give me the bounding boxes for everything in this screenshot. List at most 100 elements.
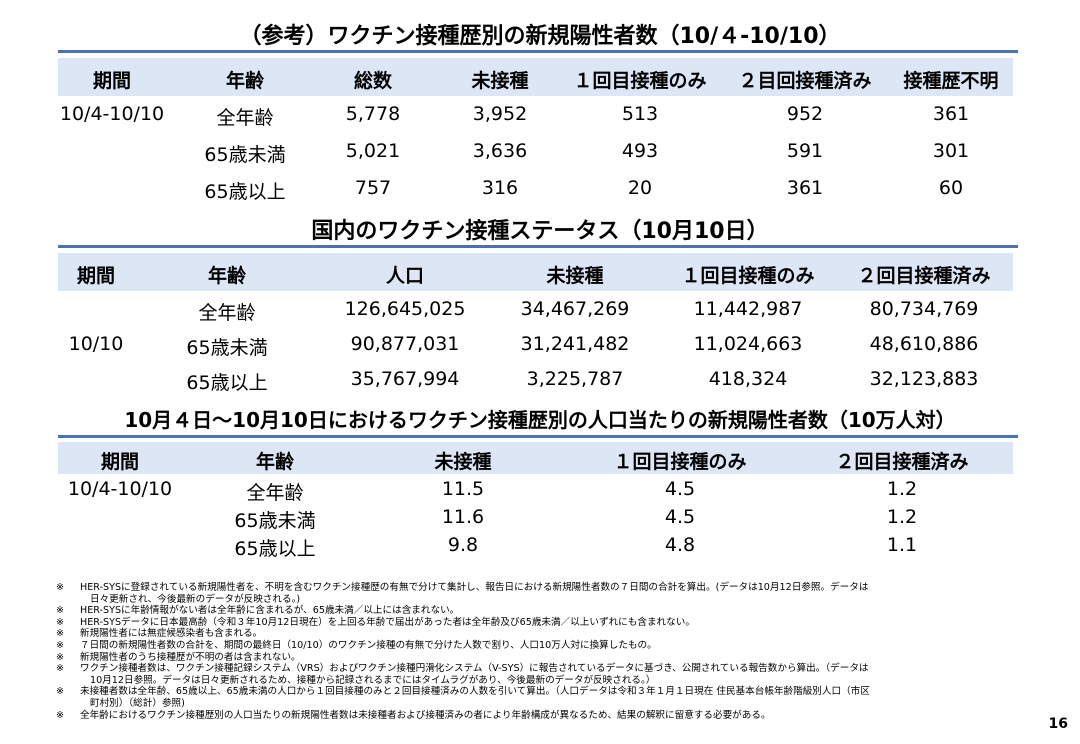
footnote-mark: ※ xyxy=(56,686,65,698)
table1-cell: 65歳以上 xyxy=(204,181,286,203)
table1-cell: 3,636 xyxy=(472,140,528,162)
table3-header-cell: 未接種 xyxy=(434,451,492,473)
footnote-text: 未接種者数は全年齢、65歳以上、65歳未満の人口から１回目接種のみと２回目接種済… xyxy=(80,686,870,698)
footnote-line: ※ HER-SYSデータに日本最高齢（令和３年10月12日現在）を上回る年齢で届出… xyxy=(54,617,1014,629)
table3-cell: 1.2 xyxy=(886,478,918,500)
table2-cell: 31,241,482 xyxy=(520,333,630,355)
table2-cell: 80,734,769 xyxy=(869,298,979,320)
table1-cell: 513 xyxy=(621,103,659,125)
table3-header-cell: １回目接種のみ xyxy=(613,451,747,473)
table3-cell: 65歳以上 xyxy=(234,538,316,560)
footnote-line: ※ 未接種者数は全年齢、65歳以上、65歳未満の人口から１回目接種のみと２回目接種… xyxy=(54,686,1014,698)
footnote-line: ※ 全年齢におけるワクチン接種歴別の人口当たりの新規陽性者数は未接種者および接種済… xyxy=(54,710,1014,722)
table1-header-row xyxy=(58,58,1013,96)
footnote-mark: ※ xyxy=(56,582,65,593)
table1-cell: 10/4-10/10 xyxy=(59,103,165,125)
footnote-text: 町村別）（総計）参照) xyxy=(90,697,185,709)
table1-cell: 全年齢 xyxy=(216,107,274,129)
footnote-text: 新規陽性者のうち接種歴が不明の者は含まれない。 xyxy=(80,651,301,663)
table3-cell: 4.5 xyxy=(664,478,696,500)
footnote-mark: ※ xyxy=(56,628,65,640)
table3-header-row xyxy=(58,442,1013,474)
table3-rule xyxy=(58,435,1018,438)
footnote-mark: ※ xyxy=(56,605,65,617)
table2-cell: 90,877,031 xyxy=(350,333,460,355)
footnote-text: HER-SYSに年齢情報がない者は全年齢に含まれるが、65歳未満／以上には含まれ… xyxy=(80,605,460,617)
table3-title: 10月４日～10月10日におけるワクチン接種歴別の人口当たりの新規陽性者数（10… xyxy=(124,408,956,432)
table1-cell: 757 xyxy=(354,177,392,199)
table3-cell: 4.5 xyxy=(664,506,696,528)
table2-cell: 35,767,994 xyxy=(350,368,460,390)
table3-header-cell: 期間 xyxy=(100,451,140,473)
table3-cell: 10/4-10/10 xyxy=(67,478,173,500)
footnote-text: 全年齢におけるワクチン接種歴別の人口当たりの新規陽性者数は未接種者および接種済み… xyxy=(80,709,771,721)
table2-cell: 126,645,025 xyxy=(344,298,466,320)
footnote-mark: ※ xyxy=(56,639,65,651)
table2-header-cell: 未接種 xyxy=(546,265,604,287)
footnote-mark: ※ xyxy=(56,709,65,721)
footnote-line: ※ ワクチン接種者数は、ワクチン接種記録システム（VRS）およびワクチン接種円滑化… xyxy=(54,663,1014,675)
table1-cell: 60 xyxy=(938,177,964,199)
table1-header-cell: 未接種 xyxy=(471,70,529,92)
table2-cell: 11,442,987 xyxy=(693,298,803,320)
footnote-text: 新規陽性者には無症候感染者も含まれる。 xyxy=(80,628,263,640)
table1-cell: 316 xyxy=(481,177,519,199)
table1-title: （参考）ワクチン接種歴別の新規陽性者数（10/４-10/10） xyxy=(239,24,841,49)
footnote-mark: ※ xyxy=(56,616,65,628)
table1-cell: 20 xyxy=(627,177,653,199)
table1-header-cell: 接種歴不明 xyxy=(903,70,999,92)
table2-header-cell: 期間 xyxy=(76,265,116,287)
table2-period-cell: 10/10 xyxy=(68,333,124,355)
table3-cell: 1.2 xyxy=(886,506,918,528)
footnote-line: ※ HER-SYSに登録されている新規陽性者を、不明を含むワクチン接種歴の有無で分… xyxy=(54,582,1014,594)
page-number: 16 xyxy=(1048,716,1068,732)
table2-cell: 全年齢 xyxy=(198,302,256,324)
table2-header-cell: 年齢 xyxy=(207,265,247,287)
table1-cell: 65歳未満 xyxy=(204,144,286,166)
footnote-text: ワクチン接種者数は、ワクチン接種記録システム（VRS）およびワクチン接種円滑化シ… xyxy=(80,663,869,675)
table3-cell: 4.8 xyxy=(664,534,696,556)
table2-cell: 65歳以上 xyxy=(186,372,268,394)
table2-cell: 418,324 xyxy=(708,368,788,390)
table1-cell: 493 xyxy=(621,140,659,162)
footnote-line: ※ ７日間の新規陽性者数の合計を、期間の最終日（10/10）のワクチン接種の有無で… xyxy=(54,640,1014,652)
table1-header-cell: １回目接種のみ xyxy=(573,70,707,92)
footnote-line: ※ 新規陽性者には無症候感染者も含まれる。 xyxy=(54,628,1014,640)
footnote-line: ※ 新規陽性者のうち接種歴が不明の者は含まれない。 xyxy=(54,652,1014,664)
table2-cell: 32,123,883 xyxy=(869,368,979,390)
table1-cell: 361 xyxy=(932,103,970,125)
table1-cell: 591 xyxy=(786,140,824,162)
table3-header-cell: 年齢 xyxy=(255,451,295,473)
table3-header-cell: ２回目接種済み xyxy=(835,451,969,473)
table1-header-cell: 総数 xyxy=(353,70,393,92)
table3-cell: 65歳未満 xyxy=(234,510,316,532)
table1-header-cell: 年齢 xyxy=(225,70,265,92)
footnote-text: 日々更新され、今後最新のデータが反映される。) xyxy=(90,593,301,605)
footnote-mark: ※ xyxy=(56,651,65,663)
footnote-line: 10月12日参照。データは日々更新されるため、接種から記録されるまでにはタイムラ… xyxy=(54,675,1014,687)
table3-cell: 9.8 xyxy=(447,534,479,556)
table2-header-cell: １回目接種のみ xyxy=(681,265,815,287)
footnote-mark: ※ xyxy=(56,663,65,675)
table2-cell: 11,024,663 xyxy=(693,333,803,355)
table2-rule xyxy=(58,245,1018,248)
table1-cell: 3,952 xyxy=(472,103,528,125)
table1-cell: 5,778 xyxy=(345,103,401,125)
table2-header-row xyxy=(58,253,1013,291)
footnote-text: HER-SYSデータに日本最高齢（令和３年10月12日現在）を上回る年齢で届出が… xyxy=(80,616,695,628)
table1-cell: 5,021 xyxy=(345,140,401,162)
table1-header-cell: 期間 xyxy=(92,70,132,92)
table2-header-cell: ２回目接種済み xyxy=(857,265,991,287)
table2-header-cell: 人口 xyxy=(385,265,425,287)
table1-cell: 952 xyxy=(786,103,824,125)
table3-cell: 11.5 xyxy=(441,478,485,500)
footnotes: ※ HER-SYSに登録されている新規陽性者を、不明を含むワクチン接種歴の有無で分… xyxy=(54,582,1014,721)
footnote-line: 町村別）（総計）参照) xyxy=(54,698,1014,710)
footnote-text: 10月12日参照。データは日々更新されるため、接種から記録されるまでにはタイムラ… xyxy=(90,674,656,686)
table3-cell: 1.1 xyxy=(886,534,918,556)
footnote-text: HER-SYSに登録されている新規陽性者を、不明を含むワクチン接種歴の有無で分け… xyxy=(80,582,869,593)
table2-title: 国内のワクチン接種ステータス（10月10日） xyxy=(311,219,769,244)
footnote-text: ７日間の新規陽性者数の合計を、期間の最終日（10/10）のワクチン接種の有無で分… xyxy=(80,639,657,651)
table2-cell: 3,225,787 xyxy=(526,368,624,390)
table1-rule xyxy=(58,50,1018,53)
